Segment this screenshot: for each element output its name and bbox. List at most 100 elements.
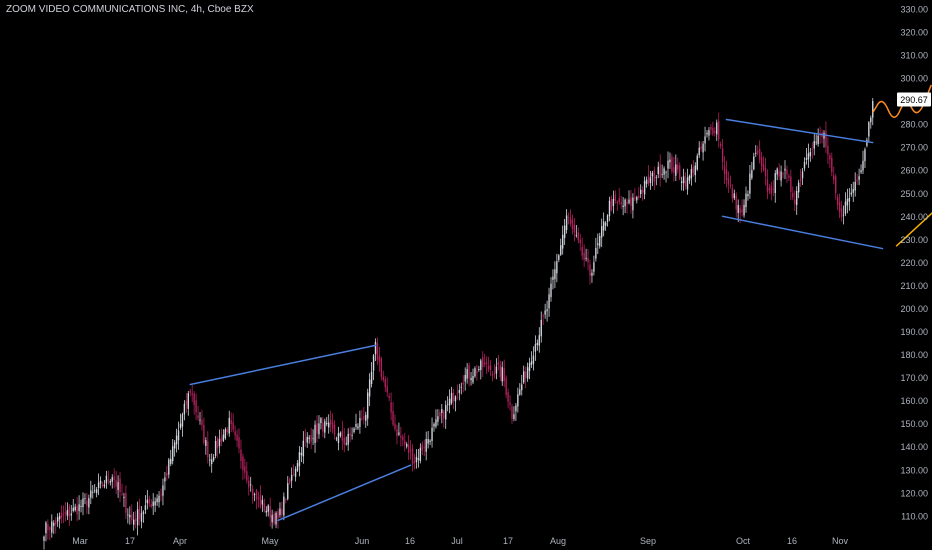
- candle: [751, 161, 753, 180]
- candle: [509, 395, 511, 411]
- y-tick-label: 200.00: [900, 304, 928, 314]
- candle: [762, 156, 765, 172]
- candle: [782, 171, 784, 179]
- candle: [478, 365, 480, 372]
- candle: [540, 311, 542, 343]
- candle: [60, 505, 63, 524]
- candle: [694, 162, 696, 183]
- candle: [491, 370, 494, 382]
- candle: [597, 233, 599, 255]
- candle: [392, 402, 394, 427]
- candle: [532, 346, 535, 371]
- candle: [51, 514, 53, 538]
- candle: [840, 201, 843, 222]
- candle: [304, 428, 306, 447]
- x-tick-label: 17: [503, 536, 513, 546]
- candle: [684, 172, 687, 190]
- candle: [164, 472, 166, 491]
- candle: [805, 148, 808, 165]
- candle: [815, 134, 817, 146]
- candle: [136, 501, 139, 536]
- candle: [567, 212, 570, 225]
- candle: [466, 363, 468, 384]
- candle: [735, 192, 737, 218]
- candle: [700, 141, 702, 152]
- candle: [612, 190, 615, 214]
- y-tick-label: 330.00: [900, 4, 928, 14]
- candle: [618, 187, 620, 205]
- candle: [76, 497, 78, 522]
- candle: [760, 151, 763, 173]
- candle: [706, 130, 708, 138]
- x-tick-label: Jul: [451, 536, 463, 546]
- candle: [803, 157, 806, 172]
- candle: [675, 154, 677, 181]
- candle: [544, 303, 546, 319]
- candle: [794, 190, 796, 211]
- candle: [827, 137, 829, 165]
- candle: [753, 152, 755, 171]
- candle: [653, 166, 656, 191]
- y-tick-label: 300.00: [900, 74, 928, 84]
- candle: [513, 406, 515, 422]
- candle: [257, 491, 260, 508]
- candle: [339, 431, 342, 438]
- x-tick-label: Oct: [736, 536, 751, 546]
- candle: [244, 458, 246, 479]
- candle: [224, 427, 227, 440]
- candle: [604, 221, 607, 231]
- wedge-lower-line: [277, 464, 412, 522]
- candle: [528, 357, 531, 380]
- y-tick-label: 170.00: [900, 373, 928, 383]
- candle: [657, 161, 659, 179]
- candle: [335, 436, 338, 442]
- candle: [64, 501, 67, 522]
- candle: [560, 238, 562, 256]
- candle: [294, 466, 297, 482]
- candle: [503, 359, 505, 388]
- candle: [343, 427, 345, 453]
- candle: [655, 174, 657, 186]
- candle: [349, 427, 351, 443]
- candle: [768, 183, 771, 195]
- candle: [719, 141, 722, 149]
- candle: [731, 184, 734, 203]
- candle: [328, 414, 330, 434]
- x-tick-label: May: [261, 536, 279, 546]
- candle: [452, 388, 455, 410]
- candle: [380, 356, 383, 381]
- candle: [458, 383, 461, 401]
- y-tick-label: 220.00: [900, 258, 928, 268]
- y-axis: 110.00 120.00 130.00 140.00 150.00 160.00 170.…: [900, 4, 928, 521]
- candle: [616, 200, 618, 211]
- candle: [193, 391, 195, 415]
- candle: [548, 287, 550, 317]
- candle: [144, 495, 147, 515]
- candle: [172, 439, 174, 465]
- candle: [433, 422, 435, 432]
- y-tick-label: 180.00: [900, 350, 928, 360]
- candle: [796, 186, 798, 215]
- candle: [542, 313, 544, 326]
- candle: [817, 128, 819, 147]
- candle: [831, 152, 833, 177]
- candle: [251, 485, 254, 504]
- candle: [682, 168, 685, 191]
- candle: [429, 439, 431, 446]
- y-tick-label: 280.00: [900, 120, 928, 130]
- candle: [441, 404, 443, 424]
- candle: [842, 205, 845, 225]
- candle: [421, 441, 423, 456]
- candle: [378, 346, 381, 372]
- candle: [287, 476, 289, 501]
- candle: [92, 485, 94, 499]
- candle: [101, 481, 104, 488]
- candle: [400, 426, 402, 447]
- candle: [575, 224, 578, 238]
- candle: [622, 197, 624, 216]
- candle: [347, 428, 349, 451]
- candle: [162, 478, 164, 506]
- last-price-tag: 290.67: [897, 92, 931, 107]
- candle: [296, 460, 299, 473]
